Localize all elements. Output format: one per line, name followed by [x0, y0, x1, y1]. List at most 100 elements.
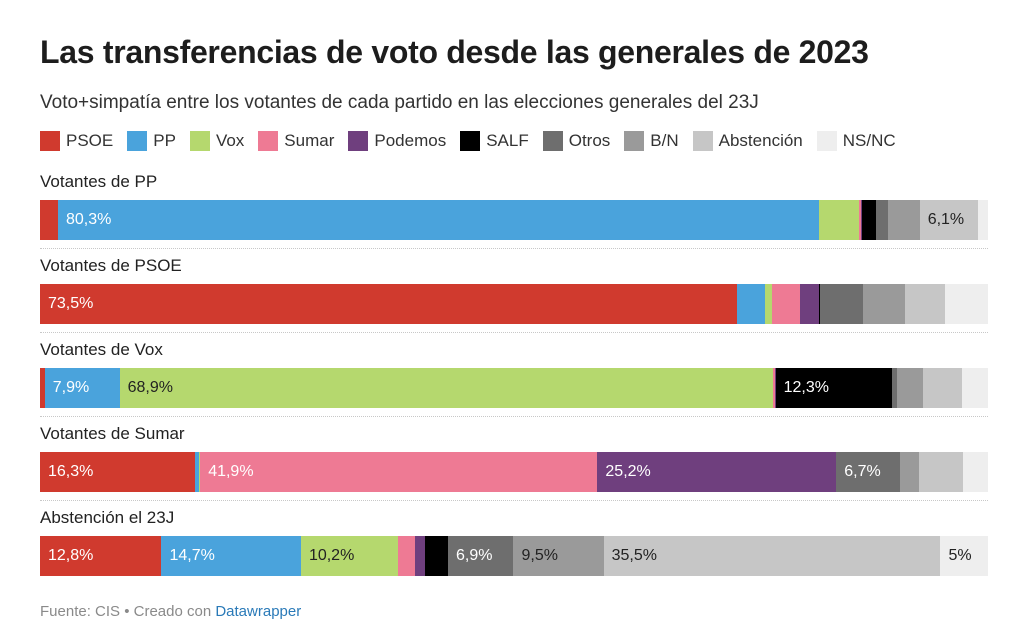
bar-segment: 25,2% — [597, 452, 837, 492]
row-separator — [40, 416, 988, 417]
bar-segment: 41,9% — [200, 452, 598, 492]
bar-row: Abstención el 23J 12,8% 14,7% 10,2% 6,9% 9,5%… — [40, 508, 988, 578]
data-label: 25,2% — [605, 463, 651, 480]
bar-segment: 68,9% — [119, 368, 773, 408]
bar-segment: 35,5% — [603, 536, 941, 576]
stacked-bar: 12,8% 14,7% 10,2% 6,9% 9,5% 35,5% 5% — [40, 536, 988, 576]
legend: PSOE PP Vox Sumar Podemos SALF Otros B/N Abstenc… — [40, 131, 910, 151]
bar-segment — [896, 368, 923, 408]
bar-segment — [819, 200, 860, 240]
legend-label: B/N — [650, 131, 679, 150]
bar-segment — [819, 284, 821, 324]
data-label: 6,9% — [456, 547, 493, 564]
legend-swatch — [127, 131, 148, 151]
row-separator — [40, 332, 988, 333]
bar-segment — [892, 368, 897, 408]
data-label: 35,5% — [611, 547, 657, 564]
data-label: 68,9% — [127, 379, 173, 396]
bar-segment — [765, 284, 772, 324]
legend-item: B/N — [624, 131, 679, 151]
row-label: Votantes de PP — [40, 172, 158, 191]
bar-segment — [199, 452, 201, 492]
legend-item: Otros — [542, 131, 611, 151]
row-label: Votantes de Sumar — [40, 424, 185, 443]
bar-row: Votantes de PSOE 73,5% — [40, 256, 988, 326]
legend-swatch — [189, 131, 210, 151]
bar-row: Votantes de Vox 7,9% 68,9% 12,3% — [40, 340, 988, 410]
legend-label: Sumar — [284, 131, 335, 150]
bar-segment — [859, 200, 861, 240]
legend-item: Vox — [189, 131, 244, 151]
bar-row: Votantes de Sumar 16,3% 41,9% 25,2% 6,7% — [40, 424, 988, 494]
bar-segment — [860, 200, 862, 240]
legend-label: SALF — [486, 131, 529, 150]
data-label: 73,5% — [48, 295, 94, 312]
bar-row: Votantes de PP 80,3% 6,1% — [40, 172, 988, 242]
bar-segment: 16,3% — [40, 452, 195, 492]
row-label: Abstención el 23J — [40, 508, 175, 527]
bar-segment — [40, 368, 45, 408]
row-label: Votantes de PSOE — [40, 256, 182, 275]
legend-swatch — [258, 131, 279, 151]
data-label: 6,7% — [844, 463, 881, 480]
bar-segment: 9,5% — [513, 536, 604, 576]
bar-segment — [977, 200, 988, 240]
bar-segment: 6,9% — [448, 536, 514, 576]
data-label: 12,8% — [48, 547, 94, 564]
bar-segment: 6,7% — [836, 452, 900, 492]
bar-segment — [771, 284, 801, 324]
legend-item: Podemos — [348, 131, 446, 151]
bar-segment: 14,7% — [161, 536, 301, 576]
datawrapper-link[interactable]: Datawrapper — [215, 603, 302, 620]
data-label: 10,2% — [308, 547, 355, 564]
data-label: 16,3% — [48, 463, 94, 480]
bar-segment — [414, 536, 426, 576]
bar-segment — [904, 284, 946, 324]
legend-swatch — [624, 131, 645, 151]
data-label: 41,9% — [208, 463, 254, 480]
bar-segment — [425, 536, 448, 576]
bar-segment — [963, 452, 988, 492]
bar-segment — [40, 200, 58, 240]
bar-segment — [899, 452, 919, 492]
footer-source: Fuente: CIS • Creado con — [40, 603, 216, 620]
row-separator — [40, 500, 988, 501]
bar-segment: 12,3% — [775, 368, 893, 408]
legend-label: Podemos — [374, 131, 447, 150]
row-separator — [40, 248, 988, 249]
footer-credit: Fuente: CIS • Creado con Datawrapper — [40, 603, 301, 620]
legend-swatch — [40, 131, 60, 151]
bar-segment — [820, 284, 863, 324]
bar-segment: 12,8% — [40, 536, 162, 576]
stacked-bar: 16,3% 41,9% 25,2% 6,7% — [40, 452, 988, 492]
legend-label: PSOE — [66, 131, 114, 150]
bar-segment — [861, 200, 877, 240]
chart-subtitle: Voto+simpatía entre los votantes de cada… — [40, 92, 759, 113]
bar-segment — [876, 200, 889, 240]
legend-label: NS/NC — [842, 131, 896, 150]
bar-segment — [862, 284, 905, 324]
stacked-bar: 73,5% — [40, 284, 988, 324]
bar-segment — [772, 368, 775, 408]
bar-segment: 10,2% — [300, 536, 398, 576]
legend-label: Otros — [568, 131, 611, 150]
bar-segment — [736, 284, 766, 324]
bar-segment: 73,5% — [40, 284, 737, 324]
legend-item: PP — [127, 131, 176, 151]
bar-segment — [918, 452, 964, 492]
legend-label: PP — [153, 131, 176, 150]
legend-item: SALF — [460, 131, 529, 151]
legend-swatch — [348, 131, 369, 151]
data-label: 9,5% — [521, 547, 558, 564]
bar-segment: 6,1% — [919, 200, 978, 240]
row-label: Votantes de Vox — [40, 340, 163, 359]
bar-segment: 7,9% — [44, 368, 120, 408]
data-label: 80,3% — [66, 211, 112, 228]
bar-segment: 80,3% — [58, 200, 820, 240]
data-label: 6,1% — [927, 211, 965, 228]
data-label: 14,7% — [169, 547, 215, 564]
bar-segment — [800, 284, 820, 324]
bar-segment — [888, 200, 920, 240]
bar-segment — [194, 452, 200, 492]
legend-swatch — [692, 131, 713, 151]
